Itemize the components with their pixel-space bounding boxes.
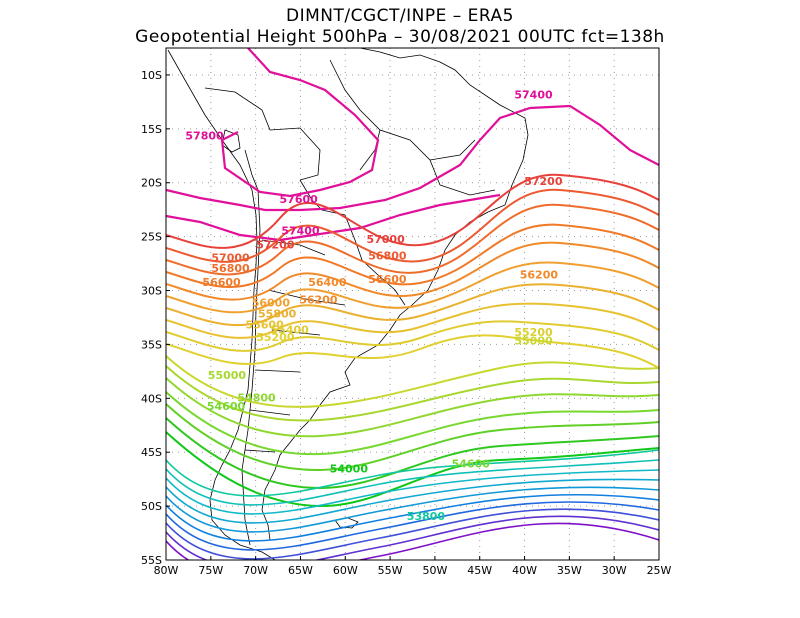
contour-label: 57200 [524, 175, 563, 188]
contour-line [166, 241, 659, 301]
contour-label: 55000 [208, 369, 247, 382]
contour-line [166, 508, 659, 560]
lon-tick-label: 60W [333, 564, 358, 577]
contour-line [166, 173, 659, 249]
contour-line [166, 469, 659, 515]
contour-line [166, 431, 659, 508]
lat-tick-label: 25S [141, 231, 162, 244]
contour-label: 57400 [281, 224, 320, 237]
contour-label: 55000 [514, 334, 553, 347]
lat-tick-label: 50S [141, 500, 162, 513]
boundaries [167, 48, 529, 560]
contour-line [166, 493, 659, 542]
contour-label: 56600 [202, 276, 241, 289]
contour-label: 54800 [237, 392, 276, 405]
contour-label: 55400 [271, 324, 310, 337]
lon-tick-label: 65W [288, 564, 313, 577]
lon-tick-label: 55W [378, 564, 403, 577]
contour-label: 56800 [368, 249, 407, 262]
contour-label: 53800 [407, 510, 446, 523]
contour-lines [166, 48, 659, 560]
border-uruguay-brazil [377, 274, 406, 306]
contour-line [166, 104, 659, 212]
lat-tick-label: 45S [141, 446, 162, 459]
contour-label: 57400 [514, 89, 553, 102]
border-paraguay-brazil [321, 209, 356, 241]
contour-line [166, 283, 659, 327]
lat-tick-label: 15S [141, 123, 162, 136]
border-argentina-provinces [244, 239, 346, 453]
contour-line [166, 261, 659, 314]
lon-tick-label: 45W [467, 564, 492, 577]
contour-line [166, 203, 659, 276]
lon-tick-label: 80W [154, 564, 179, 577]
contour-label: 54000 [330, 463, 369, 476]
contour-label: 55200 [514, 326, 553, 339]
contour-label: 56800 [211, 262, 250, 275]
lat-tick-label: 20S [141, 177, 162, 190]
contour-label: 56400 [308, 276, 347, 289]
contour-label: 55200 [256, 331, 295, 344]
contour-line [166, 334, 659, 369]
lon-tick-label: 35W [557, 564, 582, 577]
contour-label: 55800 [258, 307, 297, 320]
lon-tick-label: 40W [512, 564, 537, 577]
coastline-west [167, 49, 276, 560]
contour-line [166, 188, 659, 263]
contour-label: 57600 [280, 193, 319, 206]
contour-line [166, 391, 659, 456]
contour-line [166, 459, 659, 506]
lon-tick-label: 70W [243, 564, 268, 577]
contour-line [166, 515, 659, 560]
contour-label: 56200 [520, 269, 559, 282]
contour-label: 57000 [211, 251, 250, 264]
axis-ticks: 80W 75W 70W 65W 60W 55W 50W 45W 40W 35W 30W 25W 10S 1… [141, 69, 672, 577]
contour-line [166, 320, 659, 352]
contour-line [166, 302, 659, 339]
contour-label: 57200 [256, 238, 295, 251]
contour-line [166, 478, 659, 524]
lon-tick-label: 25W [647, 564, 672, 577]
contour-label: 56600 [368, 273, 407, 286]
contour-line [166, 501, 659, 551]
contour-label: 55600 [245, 318, 284, 331]
contour-line [166, 403, 659, 472]
contour-line [220, 48, 380, 198]
title-line-2: Geopotential Height 500hPa – 30/08/2021 … [135, 27, 665, 47]
plot-frame [165, 47, 660, 561]
border-brazil-states [329, 59, 496, 196]
contour-label: 57800 [185, 130, 224, 143]
border-bolivia-chile [244, 149, 259, 191]
contour-line [166, 355, 659, 408]
contour-label: 54600 [452, 457, 491, 470]
lat-tick-label: 40S [141, 392, 162, 405]
contour-line [166, 522, 659, 560]
contour-label: 56200 [299, 293, 338, 306]
lon-tick-label: 30W [602, 564, 627, 577]
lat-tick-label: 35S [141, 338, 162, 351]
lon-tick-label: 75W [198, 564, 223, 577]
contour-line [166, 193, 501, 242]
border-bolivia-brazil [269, 127, 321, 181]
title-line-1: DIMNT/CGCT/INPE – ERA5 [286, 6, 514, 26]
lat-tick-label: 55S [141, 554, 162, 567]
border-peru-brazil [204, 87, 271, 131]
border-bolivia-paraguay [299, 179, 323, 211]
contour-label: 56000 [252, 297, 291, 310]
contour-label: 57000 [366, 233, 405, 246]
contour-line [166, 486, 659, 533]
lat-tick-label: 30S [141, 285, 162, 298]
contour-label: 54600 [207, 400, 246, 413]
lon-tick-label: 50W [422, 564, 447, 577]
coastline-east [261, 48, 529, 541]
contour-line [166, 449, 659, 497]
contour-line [166, 223, 659, 289]
contour-line [166, 377, 659, 438]
lat-tick-label: 10S [141, 69, 162, 82]
contour-line [166, 365, 659, 422]
